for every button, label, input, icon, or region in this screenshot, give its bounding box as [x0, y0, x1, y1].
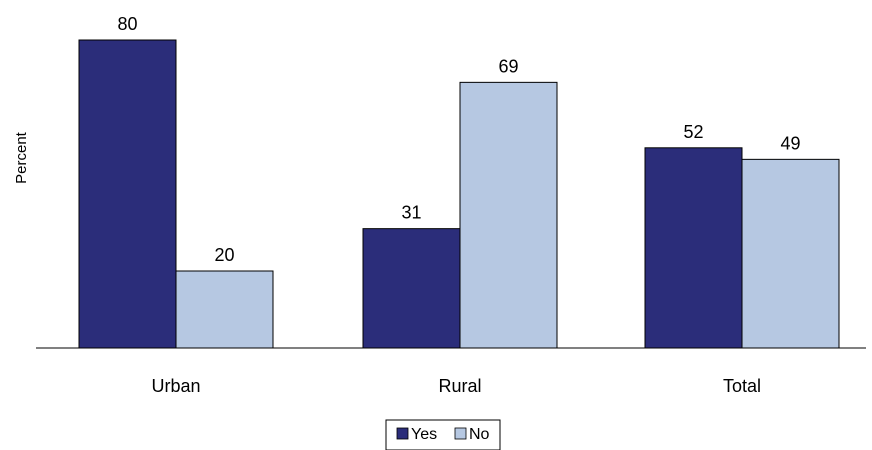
category-label-rural: Rural	[438, 376, 481, 396]
data-label-total-no: 49	[780, 133, 800, 153]
legend-swatch-yes	[396, 427, 409, 440]
data-label-rural-no: 69	[498, 56, 518, 76]
data-label-total-yes: 52	[683, 122, 703, 142]
bar-urban-yes	[78, 39, 177, 349]
legend-label-no: No	[469, 426, 490, 443]
legend: Yes No	[385, 419, 501, 450]
category-labels-group: Urban Rural Total	[151, 376, 761, 396]
bar-total-no	[741, 158, 840, 349]
bar-urban-no	[175, 270, 274, 349]
data-labels-group: 80 20 31 69 52 49	[117, 14, 800, 265]
bar-total-yes	[644, 147, 743, 349]
data-label-rural-yes: 31	[401, 203, 421, 223]
bars-group	[78, 39, 840, 349]
category-label-urban: Urban	[151, 376, 200, 396]
legend-swatch-no	[454, 427, 467, 440]
category-label-total: Total	[723, 376, 761, 396]
data-label-urban-no: 20	[214, 245, 234, 265]
data-label-urban-yes: 80	[117, 14, 137, 34]
y-axis-label: Percent	[13, 131, 30, 184]
legend-label-yes: Yes	[411, 426, 437, 443]
bar-rural-no	[459, 81, 558, 349]
bar-rural-yes	[362, 228, 461, 349]
